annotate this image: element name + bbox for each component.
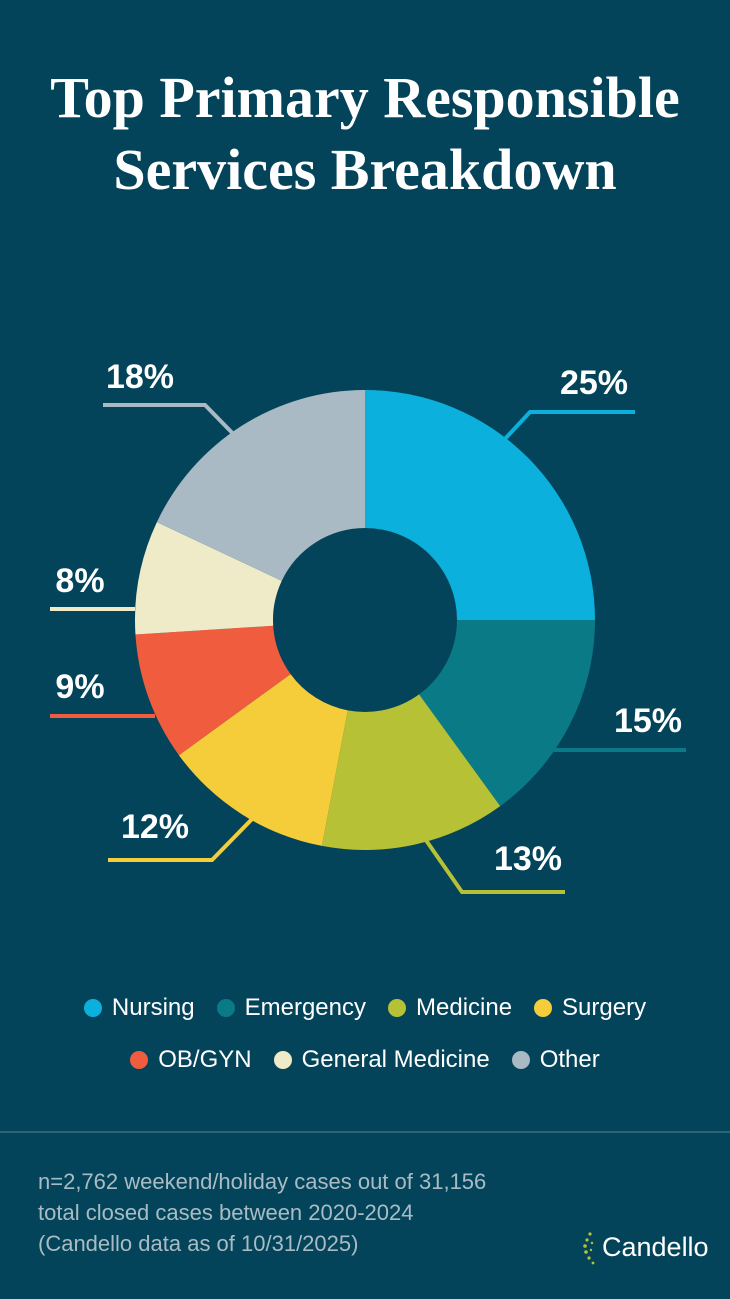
footnote-line: total closed cases between 2020-2024 bbox=[38, 1200, 414, 1225]
legend-label: Medicine bbox=[416, 994, 513, 1021]
brand-logo bbox=[583, 1232, 595, 1265]
legend-label: Surgery bbox=[562, 994, 647, 1021]
legend-swatch bbox=[388, 999, 406, 1017]
legend-row: Nursing Emergency Medicine Surgery bbox=[0, 982, 730, 1034]
legend-swatch bbox=[534, 999, 553, 1017]
legend-item: Surgery bbox=[534, 994, 646, 1022]
footnote: n=2,762 weekend/holiday cases out of 31,… bbox=[38, 1166, 486, 1259]
brand: Candello bbox=[602, 1232, 709, 1262]
legend-item: Medicine bbox=[388, 994, 512, 1022]
footnote-line: n=2,762 weekend/holiday cases out of 31,… bbox=[38, 1169, 487, 1194]
divider bbox=[0, 1131, 730, 1133]
slice bbox=[178, 674, 348, 846]
legend: Nursing Emergency Medicine Surgery OB/GYN Gen… bbox=[0, 982, 730, 1086]
slice bbox=[156, 390, 365, 581]
slice bbox=[365, 390, 595, 620]
legend-swatch bbox=[130, 1051, 149, 1069]
legend-item: General Medicine bbox=[273, 1046, 490, 1074]
value-label: 13% bbox=[494, 840, 562, 878]
legend-swatch bbox=[216, 999, 235, 1017]
value-label: 8% bbox=[55, 562, 104, 600]
legend-item: Nursing bbox=[83, 994, 195, 1022]
slice bbox=[135, 625, 291, 756]
leader-line bbox=[448, 410, 635, 500]
legend-label: OB/GYN bbox=[158, 1046, 252, 1073]
leader-line bbox=[396, 798, 565, 894]
slice bbox=[321, 694, 501, 850]
footnote-line: (Candello data as of 10/31/2025) bbox=[38, 1231, 359, 1256]
legend-label: Other bbox=[539, 1046, 600, 1073]
value-label: 12% bbox=[121, 808, 189, 846]
legend-item: OB/GYN bbox=[130, 1046, 252, 1074]
leader-line bbox=[103, 403, 292, 494]
value-label: 9% bbox=[55, 668, 104, 706]
legend-label: General Medicine bbox=[301, 1046, 490, 1073]
slice bbox=[419, 620, 595, 807]
legend-item: Other bbox=[511, 1046, 600, 1074]
value-label: 25% bbox=[560, 364, 628, 402]
slice bbox=[134, 522, 282, 635]
chart-title: Top Primary Responsible Services Breakdo… bbox=[50, 65, 680, 202]
leader-line bbox=[108, 768, 302, 862]
value-label: 15% bbox=[614, 702, 682, 740]
legend-label: Nursing bbox=[111, 994, 195, 1021]
value-label: 18% bbox=[106, 358, 174, 396]
leader-line bbox=[529, 738, 686, 752]
legend-item: Emergency bbox=[216, 994, 366, 1022]
chart: 25% 15% 13% 12% 9% 8% 18% bbox=[50, 358, 686, 894]
legend-swatch bbox=[511, 1051, 530, 1069]
legend-swatch bbox=[273, 1051, 292, 1069]
legend-swatch bbox=[83, 999, 102, 1017]
legend-label: Emergency bbox=[244, 994, 366, 1021]
legend-row: OB/GYN General Medicine Other bbox=[0, 1034, 730, 1086]
